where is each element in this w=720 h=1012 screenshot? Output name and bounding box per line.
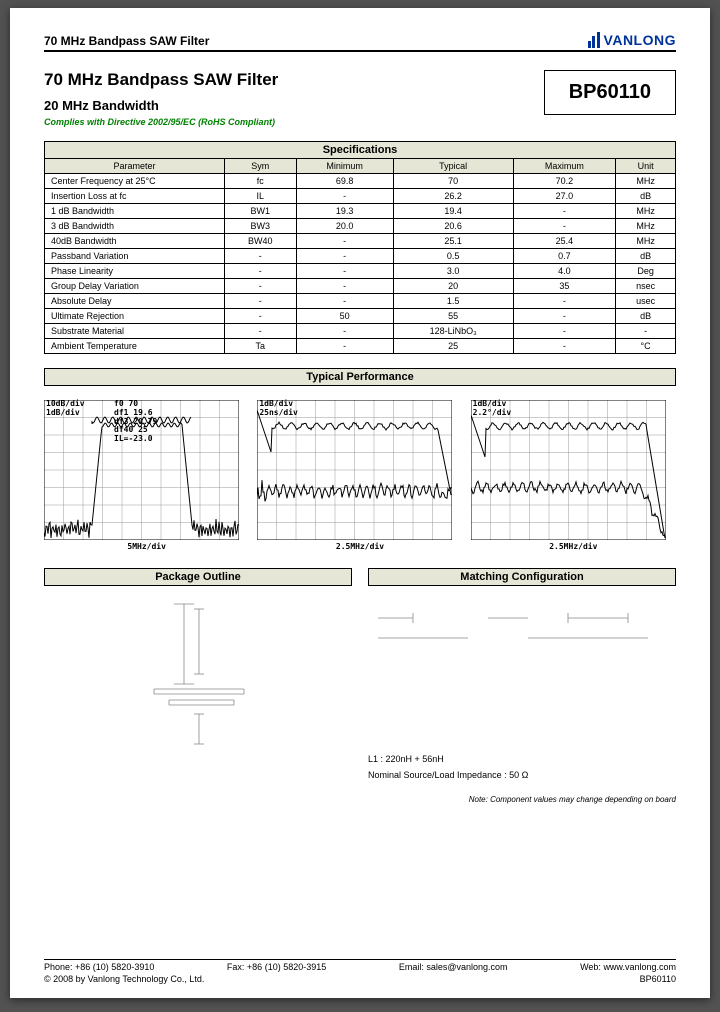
footer-email: Email: sales@vanlong.com [399,962,508,972]
logo-icon [588,32,600,48]
footer-phone: Phone: +86 (10) 5820-3910 [44,962,154,972]
chart2-svg [257,400,452,540]
footer-web: Web: www.vanlong.com [580,962,676,972]
matching-notes: L1 : 220nH + 56nH Nominal Source/Load Im… [368,751,676,808]
spec-col-header: Unit [616,159,676,174]
logo-text: VANLONG [604,32,676,48]
footer-partnum: BP60110 [640,974,676,984]
bottom-sections: Package Outline [44,568,676,808]
footer-copyright: © 2008 by Vanlong Technology Co., Ltd. [44,974,204,984]
table-row: Center Frequency at 25°Cfc69.87070.2MHz [45,174,676,189]
table-row: Insertion Loss at fcIL-26.227.0dB [45,189,676,204]
table-row: Group Delay Variation--2035nsec [45,279,676,294]
chart3-xlabel: 2.5MHz/div [471,542,676,551]
matching-footnote: Note: Component values may change depend… [368,793,676,807]
table-row: Phase Linearity--3.04.0Deg [45,264,676,279]
table-row: Passband Variation--0.50.7dB [45,249,676,264]
chart3-label: 1dB/div 2.2°/div [473,400,512,418]
chart1-label-right: f0 70 df1 19.6 df3 20.79 df40 25 IL=-23.… [114,400,157,444]
chart1-xlabel: 5MHz/div [44,542,249,551]
l1-value: L1 : 220nH + 56nH [368,751,676,767]
footer-contacts: Phone: +86 (10) 5820-3910 Fax: +86 (10) … [44,959,676,972]
typical-perf-header: Typical Performance [44,368,676,386]
page-subtitle: 20 MHz Bandwidth [44,98,278,113]
matching-header: Matching Configuration [368,568,676,586]
table-row: Absolute Delay--1.5-usec [45,294,676,309]
impedance-value: Nominal Source/Load Impedance : 50 Ω [368,767,676,783]
spec-col-header: Sym [225,159,297,174]
compliance-note: Complies with Directive 2002/95/EC (RoHS… [44,117,278,127]
table-row: Ultimate Rejection-5055-dB [45,309,676,324]
footer-fax: Fax: +86 (10) 5820-3915 [227,962,326,972]
header-title: 70 MHz Bandpass SAW Filter [44,34,209,48]
datasheet-page: 70 MHz Bandpass SAW Filter VANLONG 70 MH… [10,8,710,998]
table-row: 40dB BandwidthBW40-25.125.4MHz [45,234,676,249]
chart-3: 1dB/div 2.2°/div 2.5MHz/div [471,400,676,560]
chart2-label: 1dB/div 25ns/div [259,400,298,418]
title-block: 70 MHz Bandpass SAW Filter 20 MHz Bandwi… [44,70,676,127]
page-header: 70 MHz Bandpass SAW Filter VANLONG [44,32,676,52]
table-row: 1 dB BandwidthBW119.319.4-MHz [45,204,676,219]
table-row: Substrate Material--128-LiNbO₃-- [45,324,676,339]
chart3-svg [471,400,666,540]
specs-header: Specifications [44,141,676,158]
chart-1: 10dB/div 1dB/div f0 70 df1 19.6 df3 20.7… [44,400,249,560]
charts-row: 10dB/div 1dB/div f0 70 df1 19.6 df3 20.7… [44,400,676,560]
vanlong-logo: VANLONG [588,32,676,48]
footer-bottom: © 2008 by Vanlong Technology Co., Ltd. B… [44,974,676,984]
spec-col-header: Typical [393,159,513,174]
spec-col-header: Minimum [296,159,393,174]
chart2-xlabel: 2.5MHz/div [257,542,462,551]
page-title: 70 MHz Bandpass SAW Filter [44,70,278,90]
matching-col: Matching Configuration L1 : 220nH + 56nH… [368,568,676,808]
spec-col-header: Maximum [513,159,616,174]
page-footer: Phone: +86 (10) 5820-3910 Fax: +86 (10) … [44,959,676,984]
chart-2: 1dB/div 25ns/div 2.5MHz/div [257,400,462,560]
specs-table: ParameterSymMinimumTypicalMaximumUnit Ce… [44,158,676,354]
package-header: Package Outline [44,568,352,586]
table-row: Ambient TemperatureTa-25-°C [45,339,676,354]
package-col: Package Outline [44,568,352,808]
table-row: 3 dB BandwidthBW320.020.6-MHz [45,219,676,234]
package-outline-svg [44,594,344,754]
spec-col-header: Parameter [45,159,225,174]
matching-circuit-svg [368,598,668,658]
chart1-label-left: 10dB/div 1dB/div [46,400,85,418]
part-number-box: BP60110 [544,70,676,115]
